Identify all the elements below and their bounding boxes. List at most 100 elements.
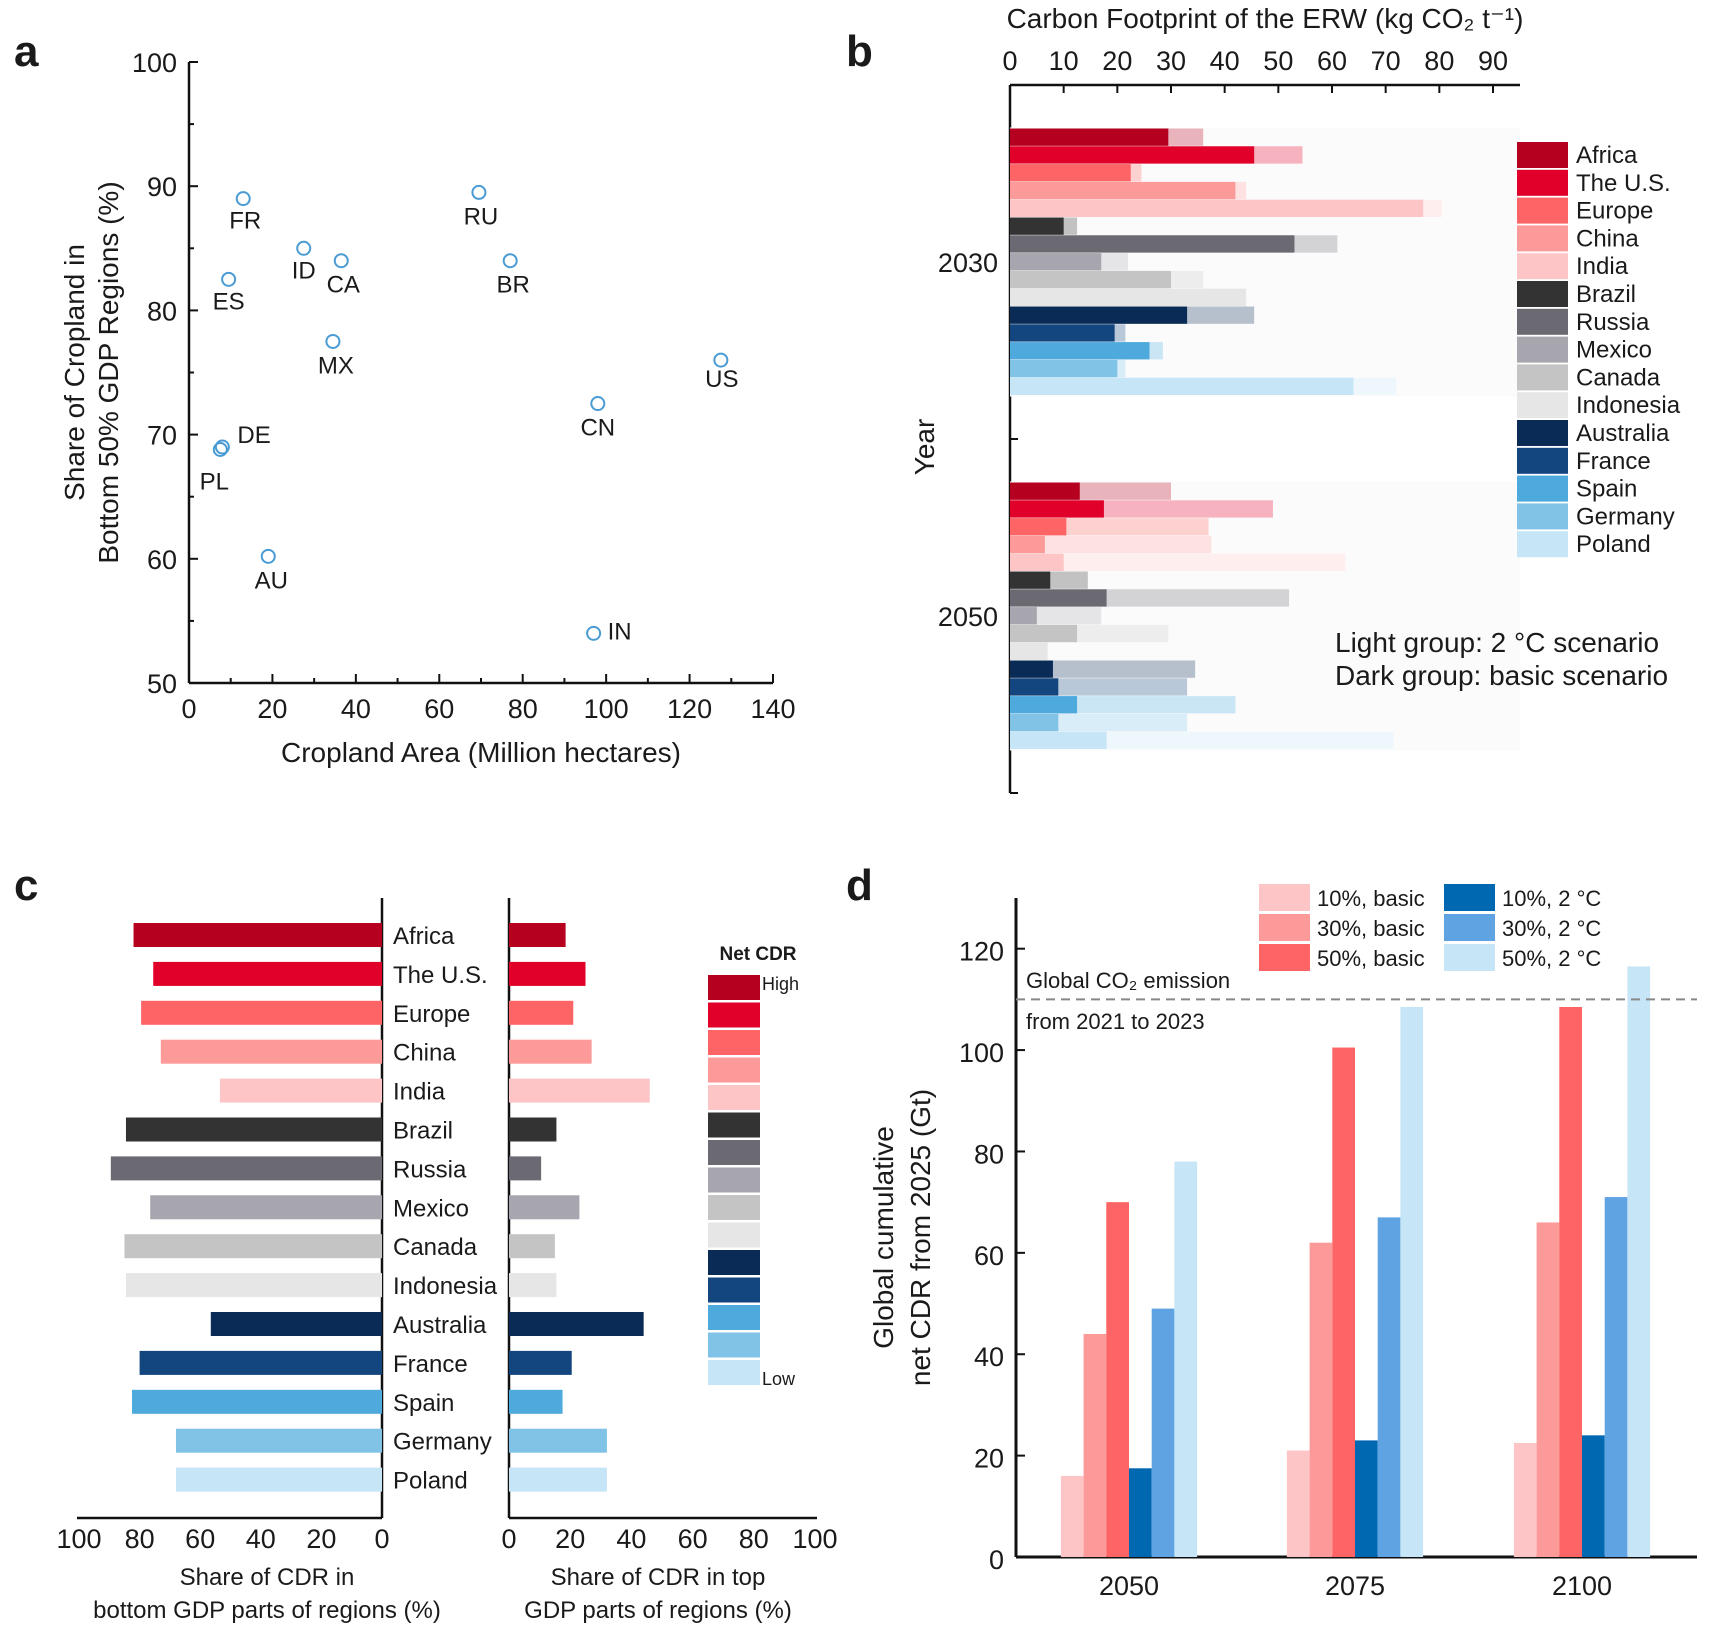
category-label: Mexico: [393, 1195, 469, 1222]
legend-label: Australia: [1576, 420, 1670, 447]
left-bar-0: [133, 923, 382, 947]
bar-basic-2050-14: [1010, 731, 1107, 749]
x-tick-label: 140: [750, 694, 795, 724]
right-bar-13: [509, 1428, 607, 1453]
bar-2100-1: [1536, 1222, 1560, 1557]
y-tick-label: 70: [147, 421, 177, 451]
y-tick-label: 60: [147, 545, 177, 575]
bar-basic-2050-3: [1010, 535, 1045, 554]
y-tick-label: 100: [959, 1038, 1004, 1068]
legend-label: Poland: [1576, 531, 1651, 558]
bar-basic-2030-11: [1010, 324, 1115, 342]
y-tick-label: 90: [147, 172, 177, 202]
left-bar-1: [153, 961, 382, 986]
legend-swatch: [1517, 420, 1568, 446]
x-tick-label: 0: [1002, 46, 1017, 76]
panel-letter-a: a: [14, 27, 39, 76]
point-label-es: ES: [213, 288, 245, 315]
y-axis-title: Year: [909, 419, 940, 476]
legend-swatch: [1517, 336, 1568, 363]
bar-basic-2050-12: [1010, 696, 1078, 714]
legend-swatch: [1259, 884, 1310, 911]
bar-2050-0: [1060, 1475, 1084, 1557]
point-label-br: BR: [497, 272, 530, 299]
legend-swatch: [708, 1305, 760, 1330]
x-tick-label: 50: [1263, 46, 1293, 76]
bar-basic-2030-6: [1010, 235, 1295, 253]
right-bar-7: [509, 1195, 580, 1220]
y-tick-label-2050: 2050: [938, 602, 998, 632]
legend-swatch: [708, 1360, 760, 1385]
y-tick-label: 40: [974, 1342, 1004, 1372]
right-bar-9: [509, 1273, 557, 1298]
bar-basic-2030-13: [1010, 359, 1118, 378]
bar-basic-2050-5: [1010, 571, 1051, 589]
bar-2c-2050-3: [1010, 535, 1212, 554]
category-label: India: [393, 1079, 446, 1106]
x-tick-label: 80: [508, 694, 538, 724]
y-tick-label: 0: [989, 1545, 1004, 1575]
bar-basic-2030-5: [1010, 217, 1064, 235]
bar-basic-2050-8: [1010, 624, 1078, 643]
bar-2075-0: [1286, 1450, 1310, 1557]
legend-label: 30%, basic: [1317, 916, 1425, 941]
legend-swatch: [708, 1222, 760, 1248]
legend-label: Europe: [1576, 198, 1653, 225]
bar-basic-2050-10: [1010, 660, 1053, 678]
legend-label: 10%, basic: [1317, 886, 1425, 911]
legend-label: Africa: [1576, 142, 1638, 169]
legend-swatch: [1444, 944, 1495, 971]
legend-swatch: [1517, 225, 1568, 252]
left-bar-10: [210, 1312, 382, 1336]
point-label-de: DE: [237, 422, 270, 449]
scatter-point-pl: [212, 442, 228, 458]
y-axis-title: Share of Cropland in: [59, 244, 90, 501]
scatter-point-de: [214, 439, 230, 455]
y-tick-label: 120: [959, 937, 1004, 967]
bar-2100-3: [1582, 1435, 1605, 1557]
left-bar-3: [160, 1039, 382, 1064]
y-tick-label: 50: [147, 669, 177, 699]
legend-label: 10%, 2 °C: [1502, 886, 1601, 911]
right-x-tick-label: 60: [678, 1524, 708, 1554]
reference-line-label: Global CO₂ emission: [1026, 968, 1230, 993]
legend-label: Germany: [1576, 503, 1675, 530]
category-label: China: [393, 1040, 456, 1067]
right-x-tick-label: 100: [792, 1524, 837, 1554]
bar-basic-2030-3: [1010, 181, 1236, 200]
bar-basic-2050-6: [1010, 589, 1107, 607]
right-x-tick-label: 20: [555, 1524, 585, 1554]
scatter-point-es: [221, 271, 237, 287]
right-bar-14: [509, 1467, 607, 1492]
left-x-tick-label: 80: [125, 1524, 155, 1554]
category-label: Australia: [393, 1312, 487, 1339]
right-x-axis-title: Share of CDR in top: [551, 1564, 766, 1591]
left-bar-4: [219, 1078, 382, 1103]
category-label: Brazil: [393, 1118, 453, 1145]
category-label: Russia: [393, 1156, 467, 1183]
left-x-tick-label: 60: [185, 1524, 215, 1554]
x-tick-label: 60: [424, 694, 454, 724]
bar-basic-2050-1: [1010, 500, 1104, 518]
right-x-tick-label: 40: [616, 1524, 646, 1554]
x-tick-label: 100: [584, 694, 629, 724]
point-label-ca: CA: [327, 272, 360, 299]
x-tick-label: 90: [1478, 46, 1508, 76]
bar-basic-2030-12: [1010, 342, 1150, 360]
legend-swatch: [708, 975, 760, 1000]
legend-label: 50%, 2 °C: [1502, 946, 1601, 971]
bar-2100-4: [1604, 1197, 1628, 1557]
category-label: Spain: [393, 1390, 454, 1417]
category-label: Europe: [393, 1001, 470, 1028]
legend-label: The U.S.: [1576, 170, 1671, 197]
right-x-tick-label: 80: [739, 1524, 769, 1554]
legend-swatch: [1444, 914, 1495, 941]
legend-high-label: High: [762, 974, 799, 994]
panel-a-scatter: 0 20 40 60 80 100 120 140 50 60 70 80 90 100 Cropland …: [59, 48, 796, 768]
right-bar-8: [509, 1234, 555, 1259]
category-label: Canada: [393, 1234, 478, 1261]
reference-line-label: from 2021 to 2023: [1026, 1009, 1205, 1034]
scatter-point-mx: [325, 333, 341, 349]
